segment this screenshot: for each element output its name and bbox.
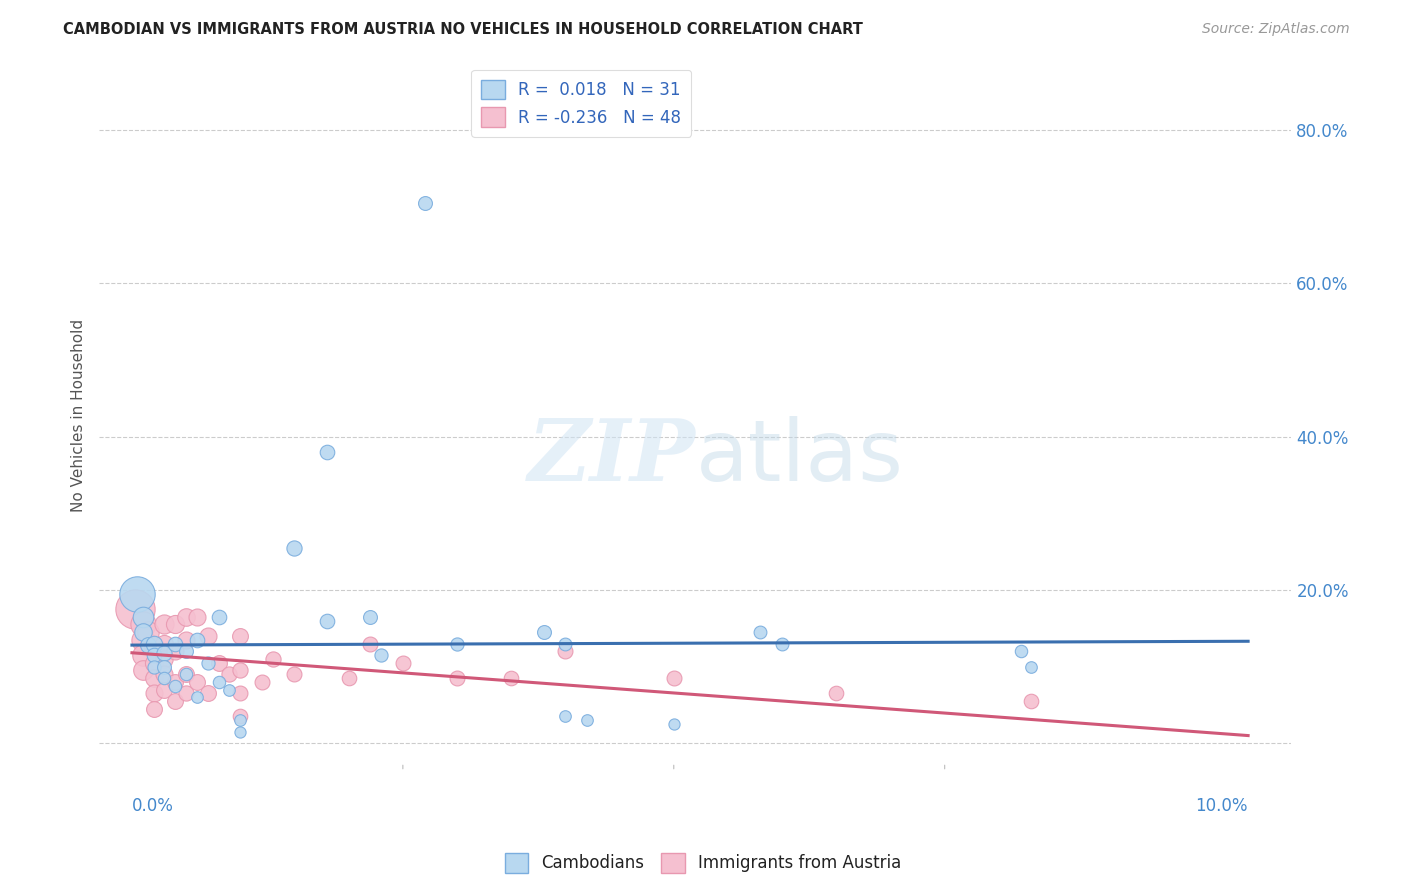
- Point: [218, 682, 240, 697]
- Y-axis label: No Vehicles in Household: No Vehicles in Household: [72, 319, 86, 512]
- Point: [124, 602, 146, 616]
- Point: [662, 671, 685, 685]
- Point: [165, 679, 187, 693]
- Point: [446, 636, 468, 650]
- Point: [153, 659, 176, 673]
- Point: [153, 671, 176, 685]
- Point: [197, 629, 219, 643]
- Point: [174, 686, 197, 700]
- Point: [749, 625, 772, 640]
- Point: [1021, 659, 1043, 673]
- Point: [142, 671, 165, 685]
- Point: [359, 636, 381, 650]
- Point: [165, 636, 187, 650]
- Point: [136, 625, 159, 640]
- Point: [132, 617, 155, 632]
- Point: [165, 674, 187, 689]
- Point: [165, 617, 187, 632]
- Point: [250, 674, 273, 689]
- Text: CAMBODIAN VS IMMIGRANTS FROM AUSTRIA NO VEHICLES IN HOUSEHOLD CORRELATION CHART: CAMBODIAN VS IMMIGRANTS FROM AUSTRIA NO …: [63, 22, 863, 37]
- Point: [197, 686, 219, 700]
- Point: [186, 674, 208, 689]
- Point: [174, 632, 197, 647]
- Point: [770, 636, 793, 650]
- Point: [153, 652, 176, 666]
- Point: [132, 625, 155, 640]
- Point: [142, 636, 165, 650]
- Point: [1021, 694, 1043, 708]
- Point: [229, 629, 252, 643]
- Point: [186, 609, 208, 624]
- Point: [533, 625, 555, 640]
- Point: [283, 541, 305, 555]
- Point: [262, 652, 284, 666]
- Point: [174, 667, 197, 681]
- Text: Source: ZipAtlas.com: Source: ZipAtlas.com: [1202, 22, 1350, 37]
- Point: [501, 671, 523, 685]
- Point: [142, 686, 165, 700]
- Point: [229, 724, 252, 739]
- Point: [370, 648, 392, 662]
- Point: [392, 656, 415, 670]
- Point: [554, 644, 576, 658]
- Point: [825, 686, 848, 700]
- Point: [142, 659, 165, 673]
- Point: [229, 713, 252, 727]
- Point: [132, 609, 155, 624]
- Point: [142, 656, 165, 670]
- Legend: R =  0.018   N = 31, R = -0.236   N = 48: R = 0.018 N = 31, R = -0.236 N = 48: [471, 70, 690, 136]
- Point: [554, 636, 576, 650]
- Point: [229, 686, 252, 700]
- Point: [132, 648, 155, 662]
- Text: atlas: atlas: [696, 416, 904, 499]
- Point: [174, 644, 197, 658]
- Point: [165, 644, 187, 658]
- Point: [446, 671, 468, 685]
- Point: [554, 709, 576, 723]
- Point: [283, 667, 305, 681]
- Point: [208, 674, 231, 689]
- Point: [208, 656, 231, 670]
- Point: [576, 713, 599, 727]
- Point: [186, 690, 208, 705]
- Point: [153, 667, 176, 681]
- Point: [186, 632, 208, 647]
- Point: [174, 609, 197, 624]
- Text: ZIP: ZIP: [527, 416, 696, 499]
- Point: [197, 656, 219, 670]
- Text: 10.0%: 10.0%: [1195, 797, 1249, 815]
- Point: [1010, 644, 1032, 658]
- Point: [132, 664, 155, 678]
- Point: [229, 709, 252, 723]
- Point: [413, 195, 436, 210]
- Point: [165, 694, 187, 708]
- Point: [337, 671, 360, 685]
- Point: [153, 617, 176, 632]
- Point: [174, 667, 197, 681]
- Point: [316, 445, 339, 459]
- Point: [153, 682, 176, 697]
- Point: [316, 614, 339, 628]
- Point: [142, 702, 165, 716]
- Text: 0.0%: 0.0%: [132, 797, 174, 815]
- Point: [662, 717, 685, 731]
- Point: [218, 667, 240, 681]
- Point: [153, 636, 176, 650]
- Point: [229, 664, 252, 678]
- Legend: Cambodians, Immigrants from Austria: Cambodians, Immigrants from Austria: [498, 847, 908, 880]
- Point: [142, 648, 165, 662]
- Point: [153, 646, 176, 660]
- Point: [208, 609, 231, 624]
- Point: [359, 609, 381, 624]
- Point: [132, 632, 155, 647]
- Point: [142, 640, 165, 655]
- Point: [127, 587, 149, 601]
- Point: [136, 638, 159, 652]
